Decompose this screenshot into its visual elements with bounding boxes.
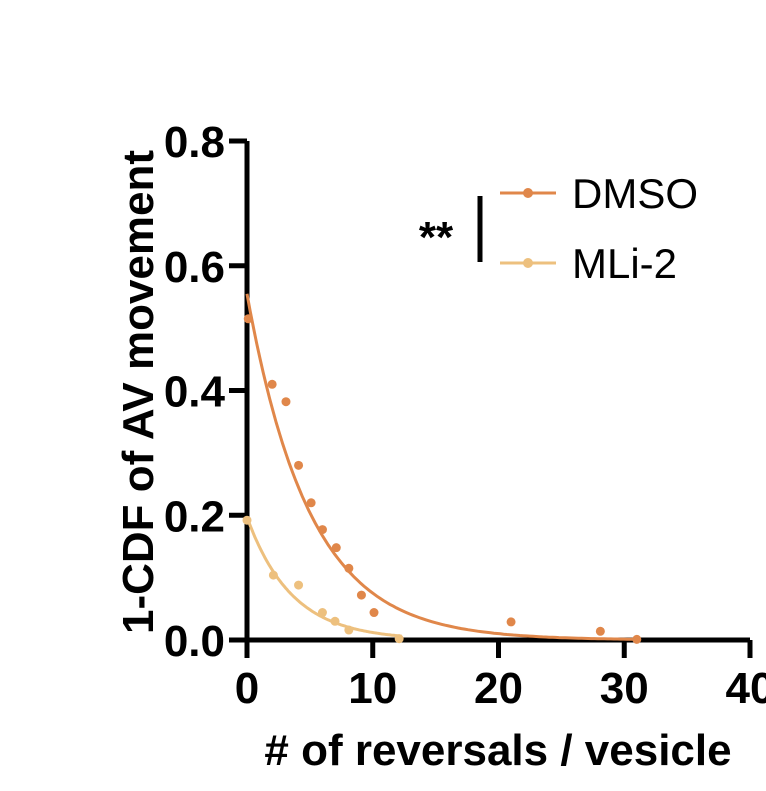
y-tick-label: 0.6: [164, 243, 225, 292]
legend: DMSO MLi-2: [500, 170, 698, 287]
legend-marker: [523, 258, 533, 268]
data-point-dmso: [243, 314, 253, 324]
data-point-dmso: [331, 543, 341, 553]
y-tick-label: 0.0: [164, 617, 225, 666]
data-points: [242, 314, 642, 644]
x-tick-label: 40: [726, 664, 766, 713]
data-point-dmso: [306, 498, 316, 508]
data-point-dmso: [344, 563, 354, 573]
fit-curves: [245, 293, 637, 641]
x-tick-label: 30: [600, 664, 649, 713]
legend-item-dmso: DMSO: [500, 170, 698, 217]
tick-labels: 0.0 0.2 0.4 0.6 0.8 0 10 20 30 40: [164, 118, 766, 713]
data-point-mli-2: [317, 608, 327, 618]
data-point-dmso: [356, 590, 366, 600]
y-tick-label: 0.2: [164, 492, 225, 541]
y-tick-label: 0.8: [164, 118, 225, 167]
data-point-dmso: [595, 626, 605, 636]
y-axis-title: 1-CDF of AV movement: [114, 150, 163, 634]
legend-label: MLi-2: [572, 240, 677, 287]
legend-label: DMSO: [572, 170, 698, 217]
data-point-dmso: [281, 397, 291, 407]
fit-curve-dmso: [245, 293, 637, 641]
axes: [229, 138, 753, 658]
data-point-mli-2: [394, 634, 404, 644]
legend-item-mli-2: MLi-2: [500, 240, 677, 287]
x-axis-title: # of reversals / vesicle: [264, 726, 731, 775]
legend-marker: [523, 188, 533, 198]
x-tick-label: 20: [474, 664, 523, 713]
significance-annotation: **: [419, 196, 483, 262]
data-point-dmso: [369, 608, 379, 618]
data-point-dmso: [506, 617, 516, 627]
data-point-dmso: [294, 460, 304, 470]
y-tick-label: 0.4: [164, 368, 226, 417]
significance-stars: **: [419, 213, 454, 262]
data-point-dmso: [267, 379, 277, 389]
data-point-dmso: [317, 525, 327, 535]
data-point-mli-2: [242, 515, 252, 525]
data-point-mli-2: [268, 570, 278, 580]
x-tick-label: 10: [348, 664, 397, 713]
data-point-dmso: [632, 634, 642, 644]
data-point-mli-2: [294, 580, 304, 590]
data-point-mli-2: [344, 625, 354, 635]
x-tick-label: 0: [235, 664, 259, 713]
data-point-mli-2: [330, 616, 340, 626]
